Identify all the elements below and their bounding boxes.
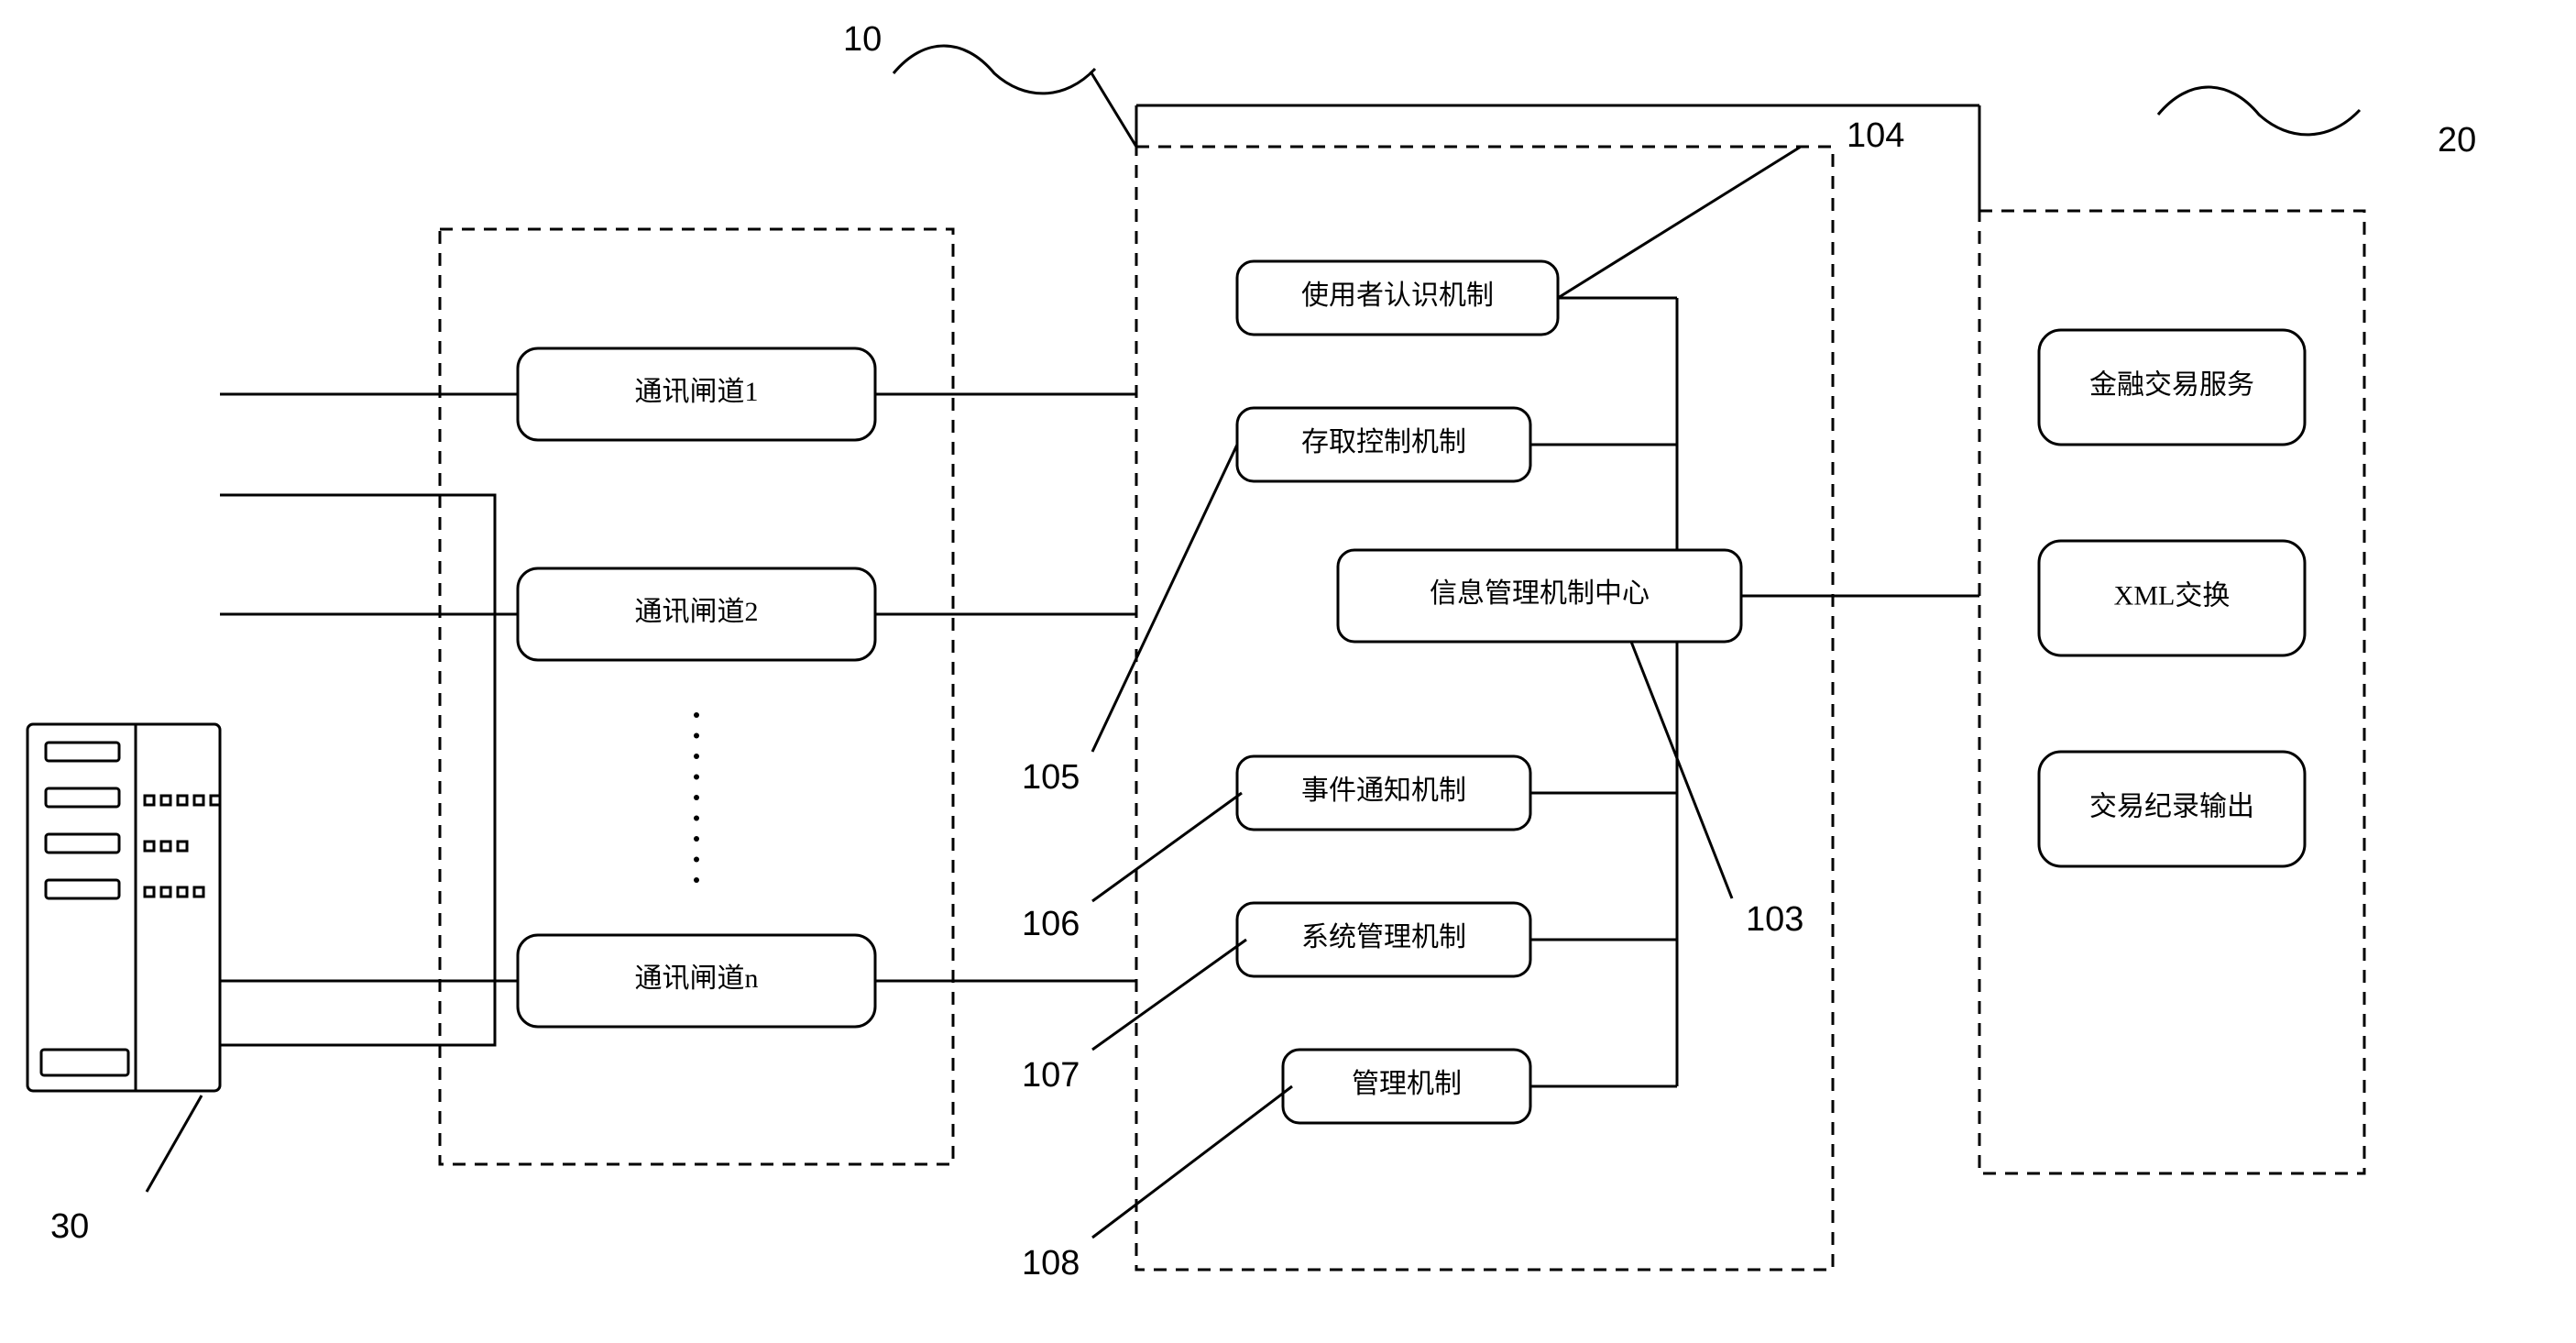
server-led-6 — [161, 842, 170, 851]
server-slot-0 — [46, 743, 119, 761]
vdots-1 — [694, 733, 699, 739]
gateway-g1-label: 通讯闸道1 — [635, 377, 759, 407]
service-xml-label: XML交换 — [2114, 580, 2231, 611]
vdots-3 — [694, 775, 699, 780]
server-led-1 — [161, 796, 170, 805]
number-10: 10 — [843, 20, 882, 59]
gateway-gn-label: 通讯闸道n — [635, 963, 759, 994]
server-led-2 — [178, 796, 187, 805]
number-106: 106 — [1022, 905, 1080, 943]
vdots-7 — [694, 857, 699, 863]
service-fin-label: 金融交易服务 — [2089, 369, 2254, 400]
vdots-8 — [694, 877, 699, 883]
center-event-label: 事件通知机制 — [1301, 776, 1466, 806]
vdots-6 — [694, 836, 699, 842]
number-108: 108 — [1022, 1244, 1080, 1282]
vdots-2 — [694, 754, 699, 759]
diagram-root: 通讯闸道1 通讯闸道2 通讯闸道n 使用者认识机制存取控制机制信息管理机制中心事件通知… — [0, 0, 2576, 1343]
server-body — [27, 724, 220, 1091]
server-tray — [41, 1050, 128, 1075]
leader-2 — [1092, 445, 1237, 752]
leader-6 — [1631, 642, 1732, 898]
server-led-4 — [211, 796, 220, 805]
leader-5 — [1092, 1086, 1292, 1238]
center-info_center-label: 信息管理机制中心 — [1430, 578, 1650, 609]
server-led-8 — [145, 887, 154, 897]
leader-7 — [147, 1095, 202, 1192]
center-sysmgmt-label: 系统管理机制 — [1301, 922, 1466, 952]
server-led-9 — [161, 887, 170, 897]
server-led-11 — [194, 887, 203, 897]
server-slot-2 — [46, 834, 119, 853]
leader-3 — [1092, 793, 1242, 901]
server-led-3 — [194, 796, 203, 805]
cloud-tag-10 — [893, 46, 1095, 94]
leader-10 — [1091, 72, 1136, 147]
number-103: 103 — [1746, 900, 1803, 939]
number-30: 30 — [50, 1207, 89, 1246]
number-20: 20 — [2438, 121, 2476, 160]
server-slot-3 — [46, 880, 119, 898]
service-log-label: 交易纪录输出 — [2089, 791, 2254, 821]
vdots-4 — [694, 795, 699, 800]
center-mgmt-label: 管理机制 — [1352, 1069, 1462, 1099]
server-led-5 — [145, 842, 154, 851]
number-105: 105 — [1022, 758, 1080, 797]
server-led-10 — [178, 887, 187, 897]
center-access_ctrl-label: 存取控制机制 — [1301, 427, 1466, 457]
cloud-tag-20 — [2158, 87, 2360, 135]
leader-4 — [1092, 940, 1246, 1050]
vdots-0 — [694, 712, 699, 718]
center-user_auth-label: 使用者认识机制 — [1301, 281, 1494, 311]
server-led-0 — [145, 796, 154, 805]
server-slot-1 — [46, 788, 119, 807]
server-led-7 — [178, 842, 187, 851]
leader-1 — [1558, 147, 1801, 298]
number-107: 107 — [1022, 1056, 1080, 1095]
vdots-5 — [694, 816, 699, 821]
gateway-g2-label: 通讯闸道2 — [635, 597, 759, 627]
number-104: 104 — [1847, 116, 1904, 155]
gateway-backplane — [220, 495, 495, 1045]
